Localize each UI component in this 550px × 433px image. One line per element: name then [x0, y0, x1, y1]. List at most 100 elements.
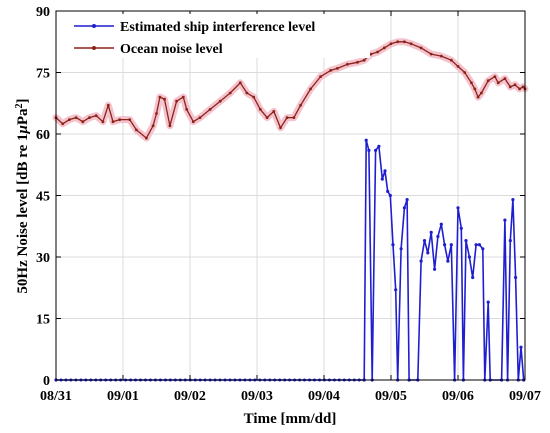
ocean-point: [175, 99, 179, 103]
ocean-point: [191, 120, 195, 124]
ocean-point: [419, 46, 423, 50]
ocean-point: [329, 69, 333, 72]
x-tick-label: 08/31: [40, 389, 72, 404]
series-ocean-line: [55, 41, 526, 139]
legend-marker-ship: [92, 24, 96, 28]
series-layer: [52, 38, 529, 382]
ship-point: [436, 234, 440, 239]
ocean-point: [439, 54, 443, 58]
ocean-point: [486, 79, 490, 83]
y-tick-label: 45: [36, 190, 50, 205]
ocean-point: [128, 118, 132, 121]
ocean-point: [168, 124, 172, 128]
ship-point: [380, 177, 384, 181]
ocean-point: [496, 81, 500, 85]
x-tick-label: 09/01: [107, 389, 139, 404]
ship-point: [508, 239, 512, 243]
y-tick-label: 75: [36, 67, 50, 82]
y-tick-label: 30: [36, 251, 50, 266]
ocean-point: [346, 62, 349, 66]
ocean-point: [279, 126, 282, 130]
ship-point: [446, 259, 450, 263]
ship-point: [433, 267, 437, 271]
ocean-point: [285, 116, 289, 119]
ship-point: [477, 243, 481, 247]
y-tick-label: 0: [43, 374, 50, 389]
ocean-point: [409, 42, 413, 46]
ocean-point: [252, 95, 256, 99]
ocean-point: [356, 60, 359, 64]
ship-point: [471, 275, 475, 280]
ocean-point: [493, 75, 497, 78]
ocean-point: [382, 46, 386, 50]
x-axis-title: Time [mm/dd]: [244, 411, 337, 427]
ship-point: [519, 345, 523, 349]
ocean-point: [429, 52, 433, 56]
ocean-point: [185, 108, 189, 111]
ocean-point: [476, 95, 480, 99]
ocean-point: [473, 87, 477, 91]
ship-point: [429, 230, 433, 234]
legend-box: [64, 14, 370, 58]
ocean-point: [111, 120, 115, 124]
ship-point: [383, 169, 387, 173]
ocean-point: [158, 95, 162, 99]
ocean-point: [362, 58, 366, 62]
ship-point: [459, 226, 463, 230]
ship-point: [481, 247, 485, 251]
ocean-point: [145, 136, 148, 140]
ship-point: [443, 243, 447, 247]
ship-point: [388, 193, 392, 198]
ocean-point: [198, 116, 202, 119]
ocean-point: [68, 118, 71, 121]
ship-point: [474, 243, 478, 247]
legend-label-ocean: Ocean noise level: [120, 42, 223, 57]
y-tick-label: 15: [36, 313, 50, 328]
ocean-point: [463, 71, 467, 74]
ocean-point: [403, 40, 406, 44]
ocean-point: [456, 65, 460, 68]
x-tick-label: 09/02: [174, 389, 206, 404]
ship-point: [486, 300, 490, 304]
y-tick-label: 90: [36, 5, 50, 20]
ship-point: [374, 148, 378, 152]
ship-point: [422, 239, 427, 243]
ship-point: [456, 206, 460, 210]
y-axis-ticks: 0 15 30 45 60 75 90: [36, 5, 525, 389]
ocean-point: [369, 52, 373, 56]
ocean-point: [238, 81, 242, 85]
legend-label-ship: Estimated ship interference level: [120, 20, 315, 35]
ocean-point: [319, 75, 322, 78]
ocean-point: [81, 120, 85, 124]
ocean-point: [292, 116, 296, 119]
ship-point: [394, 288, 398, 292]
ocean-point: [208, 108, 212, 111]
ocean-point: [106, 103, 110, 107]
legend: Estimated ship interference level Ocean …: [64, 14, 370, 58]
ocean-point: [299, 103, 302, 107]
ocean-point: [389, 42, 393, 46]
ship-point: [367, 148, 371, 152]
grid: [56, 11, 525, 380]
ocean-point: [163, 97, 166, 101]
ocean-point: [118, 118, 122, 121]
ship-point: [464, 239, 468, 243]
legend-marker-ocean: [92, 46, 96, 50]
ocean-point: [265, 116, 269, 119]
ocean-point: [151, 124, 155, 128]
ocean-point: [396, 40, 400, 44]
ship-point: [439, 222, 443, 226]
ship-point: [514, 275, 518, 280]
ocean-point: [88, 116, 91, 119]
ocean-point: [101, 120, 105, 124]
ocean-point: [218, 99, 222, 103]
ship-point: [426, 251, 430, 255]
ocean-point: [508, 85, 512, 89]
ocean-point: [336, 67, 339, 70]
ship-point: [391, 243, 395, 247]
ship-point: [364, 138, 368, 142]
ship-point: [377, 144, 381, 148]
ocean-point: [181, 95, 185, 99]
